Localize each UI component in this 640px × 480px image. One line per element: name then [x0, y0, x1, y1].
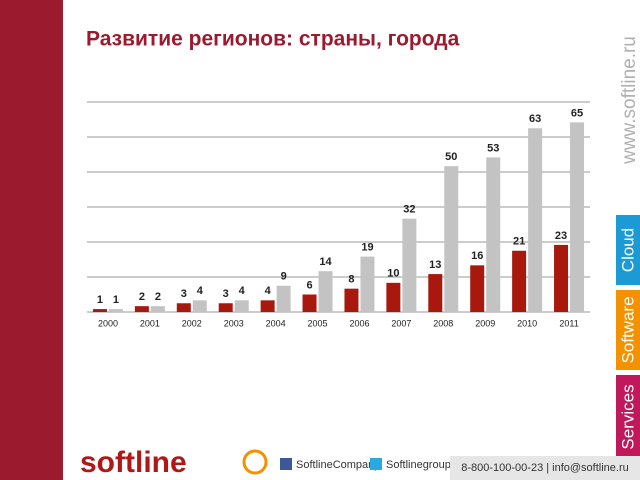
bar [302, 294, 317, 312]
value-label: 2 [155, 291, 161, 303]
x-tick-label: 2009 [475, 318, 495, 328]
x-tick-label: 2006 [349, 318, 369, 328]
contact-box [450, 456, 640, 480]
bar [108, 309, 123, 312]
x-tick-label: 2005 [308, 318, 328, 328]
tab-label[interactable]: Services [618, 384, 637, 449]
value-label: 4 [239, 285, 246, 297]
value-label: 10 [387, 268, 399, 280]
bar [192, 300, 207, 312]
value-label: 9 [281, 271, 287, 283]
side-decor [0, 0, 63, 480]
bar [134, 306, 149, 312]
bar [260, 300, 275, 312]
bar [428, 274, 443, 312]
bar [470, 265, 485, 312]
logo: softline [80, 446, 187, 479]
bar [318, 271, 333, 312]
x-tick-label: 2011 [559, 318, 578, 328]
value-label: 8 [348, 274, 354, 286]
x-tick-label: 2008 [433, 318, 453, 328]
twitter-icon [370, 458, 382, 470]
value-label: 63 [529, 113, 541, 125]
x-tick-label: 2000 [98, 318, 118, 328]
facebook-label: SoftlineCompany [296, 459, 380, 471]
chart-title: Развитие регионов: страны, города [86, 28, 460, 51]
content-area [63, 0, 590, 480]
value-label: 21 [513, 236, 525, 248]
value-label: 2 [139, 291, 145, 303]
value-label: 13 [429, 259, 441, 271]
bar [276, 285, 291, 312]
value-label: 19 [361, 241, 373, 253]
bar [344, 288, 359, 312]
value-label: 3 [181, 288, 187, 300]
bar [150, 306, 165, 312]
tab-label[interactable]: Cloud [618, 228, 637, 272]
tab-software[interactable] [616, 290, 640, 370]
value-label: 53 [487, 142, 499, 154]
bar [570, 122, 585, 313]
bar [402, 218, 417, 312]
bar [444, 166, 459, 312]
x-tick-label: 2007 [391, 318, 411, 328]
badge-icon [242, 449, 268, 475]
value-label: 3 [223, 288, 229, 300]
x-tick-label: 2002 [182, 318, 202, 328]
bar [554, 244, 569, 312]
value-label: 23 [555, 230, 567, 242]
value-label: 1 [113, 294, 119, 306]
contact: 8-800-100-00-23 | info@softline.ru [461, 462, 629, 474]
x-tick-label: 2003 [224, 318, 244, 328]
site-url: www.softline.ru [619, 36, 640, 165]
bar [528, 128, 543, 312]
value-label: 4 [265, 285, 272, 297]
x-tick-label: 2010 [517, 318, 537, 328]
value-label: 4 [197, 285, 204, 297]
bar [512, 250, 527, 312]
value-label: 6 [306, 279, 312, 291]
value-label: 14 [319, 256, 332, 268]
tab-cloud[interactable] [616, 215, 640, 285]
bar [386, 282, 401, 312]
value-label: 16 [471, 250, 483, 262]
value-label: 1 [97, 294, 103, 306]
bar [234, 300, 249, 312]
value-label: 32 [403, 204, 415, 216]
bar [92, 309, 107, 312]
bar [360, 256, 375, 312]
bar [218, 303, 233, 312]
tab-label[interactable]: Software [618, 296, 637, 363]
bar [486, 157, 501, 312]
bar [176, 303, 191, 312]
value-label: 50 [445, 151, 457, 163]
twitter-label: Softlinegroup [386, 459, 451, 471]
facebook-icon [280, 458, 292, 470]
x-tick-label: 2004 [266, 318, 286, 328]
value-label: 65 [571, 107, 583, 119]
tab-services[interactable] [616, 375, 640, 460]
x-tick-label: 2001 [140, 318, 160, 328]
